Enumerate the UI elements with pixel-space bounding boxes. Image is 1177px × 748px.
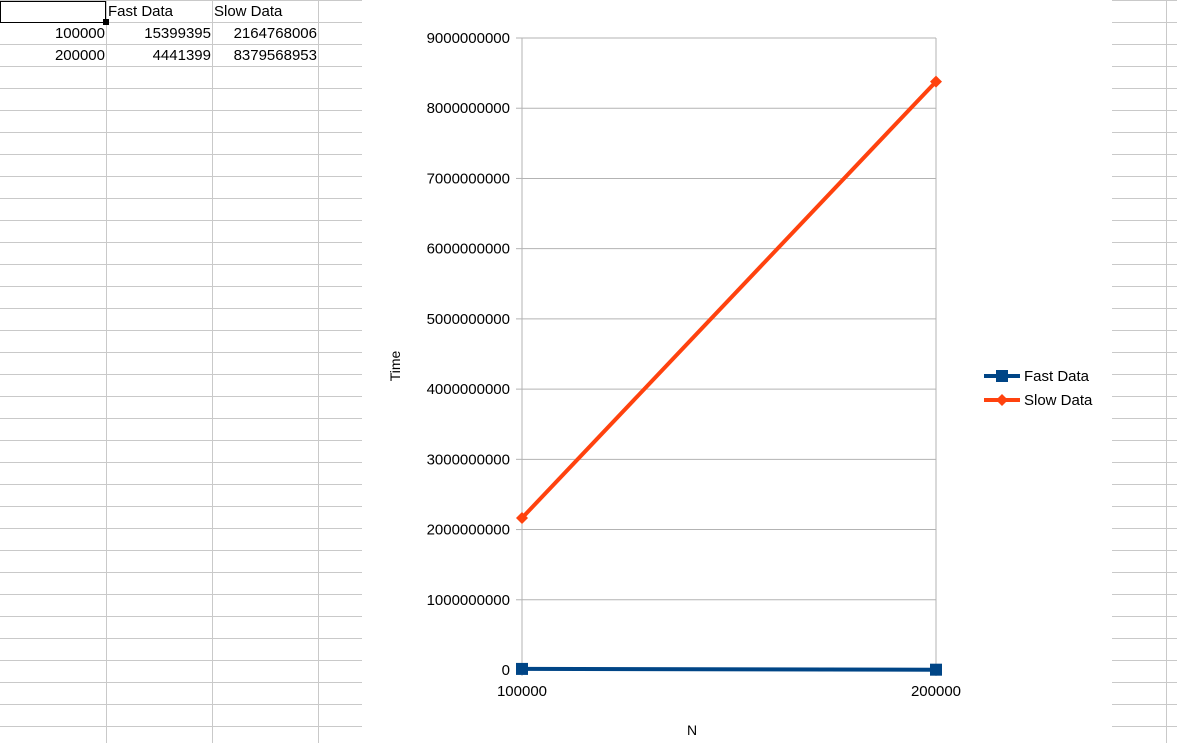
x-tick-label: 200000 [911,683,961,700]
slow-data-line[interactable] [520,80,938,520]
y-tick-label: 7000000000 [427,170,510,187]
legend-marker[interactable] [996,394,1008,406]
x-tick-labels: 100000 200000 [497,670,961,700]
active-cell-cursor[interactable] [0,1,106,23]
legend-marker[interactable] [996,370,1008,382]
cell-n-row2[interactable]: 200000 [54,47,105,64]
x-tick-label: 100000 [497,683,547,700]
y-tick-label: 4000000000 [427,381,510,398]
line-chart[interactable]: 0 1000000000 2000000000 3000000000 400000000… [362,0,1112,743]
y-tick-label: 5000000000 [427,311,510,328]
header-slow-data[interactable]: Slow Data [214,3,283,20]
chart-legend: Fast Data Slow Data [984,368,1093,409]
cell-slow-row1[interactable]: 2164768006 [233,25,317,42]
legend-label: Fast Data [1024,368,1090,385]
x-axis-title: N [687,722,697,738]
y-tick-label: 1000000000 [427,592,510,609]
header-fast-data[interactable]: Fast Data [108,3,174,20]
y-axis-title: Time [387,350,403,381]
y-tick-labels: 0 1000000000 2000000000 3000000000 400000000… [427,30,510,679]
cell-slow-row2[interactable]: 8379568953 [233,47,317,64]
fast-data-point[interactable] [930,663,942,676]
slow-data-point[interactable] [516,511,528,524]
y-gridlines [516,37,936,671]
cell-fast-row2[interactable]: 4441399 [152,47,211,64]
plot-frame [521,37,937,670]
fast-data-point[interactable] [516,662,528,675]
fill-handle[interactable] [103,19,109,25]
y-tick-label: 3000000000 [427,451,510,468]
y-tick-label: 9000000000 [427,30,510,47]
cell-fast-row1[interactable]: 15399395 [144,25,211,42]
y-tick-label: 6000000000 [427,241,510,258]
y-tick-label: 0 [502,662,510,679]
y-tick-label: 2000000000 [427,522,510,539]
slow-data-point[interactable] [930,75,942,88]
fast-data-line[interactable] [521,666,937,672]
y-tick-label: 8000000000 [427,100,510,117]
series-layer [516,75,942,676]
legend-label: Slow Data [1024,392,1093,409]
cell-n-row1[interactable]: 100000 [54,25,105,42]
chart-canvas: 0 1000000000 2000000000 3000000000 400000000… [387,30,1093,738]
